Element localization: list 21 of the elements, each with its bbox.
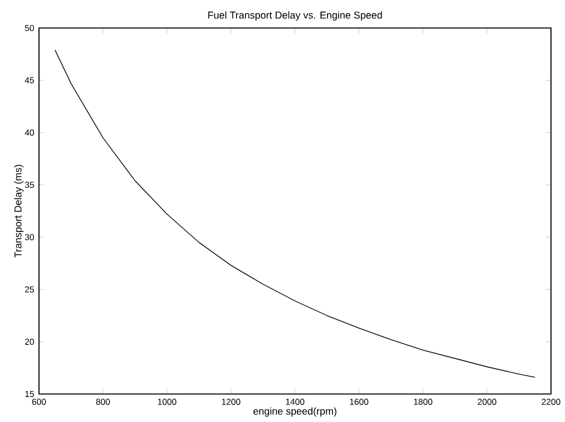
y-tick-label: 45: [24, 77, 34, 84]
line-series: [54, 50, 536, 378]
x-tick-label: 2200: [542, 398, 560, 405]
y-tick-label: 40: [24, 130, 34, 136]
x-tick-label: 1600: [350, 398, 368, 405]
y-axis-title: Transport Delay (ms): [14, 164, 24, 258]
y-tick-label: 15: [25, 390, 34, 398]
y-tick-label: 50: [25, 24, 34, 32]
x-axis-title: engine speed(rpm): [253, 407, 336, 417]
x-tick-label: 1000: [158, 398, 176, 405]
x-tick-label: 1400: [286, 398, 304, 405]
x-tick-label: 1200: [222, 398, 240, 405]
x-tick-label: 600: [32, 398, 46, 405]
y-tick-label: 35: [24, 182, 34, 188]
y-tick-label: 20: [25, 338, 34, 345]
y-tick-label: 25: [25, 286, 34, 292]
x-tick-label: 2000: [478, 398, 496, 405]
x-tick-label: 1800: [414, 398, 432, 405]
y-tick-label: 30: [24, 234, 34, 240]
chart-title: Fuel Transport Delay vs. Engine Speed: [208, 11, 382, 21]
x-tick-label: 800: [96, 398, 110, 405]
